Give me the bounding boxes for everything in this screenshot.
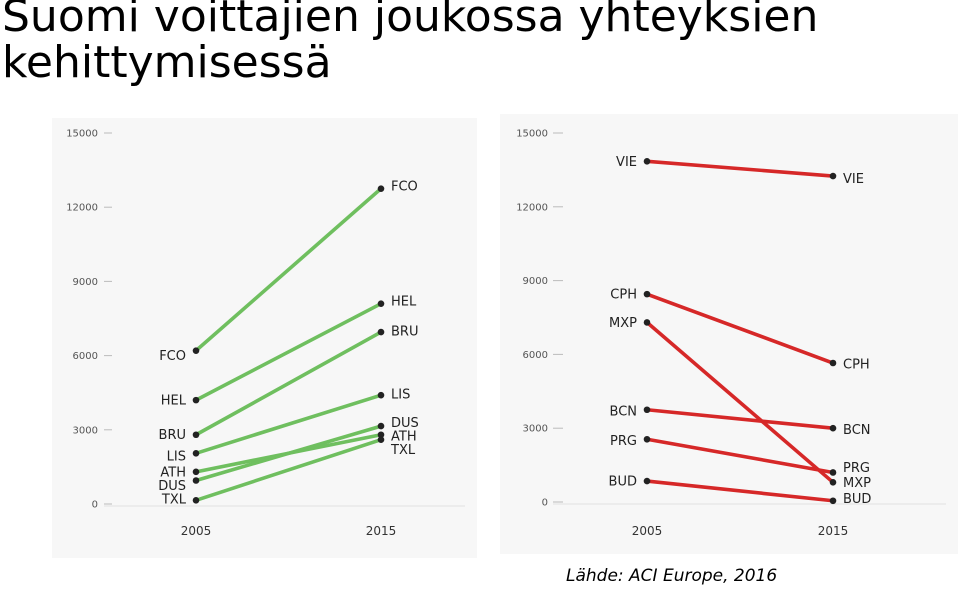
right-point-2005-prg: [643, 435, 651, 443]
left-y-tick-label: 15000: [66, 129, 98, 140]
right-y-tick-label: 3000: [523, 424, 548, 435]
left-point-2015-dus: [377, 422, 385, 430]
right-series-line-vie: [645, 159, 835, 178]
left-point-2015-fco: [377, 185, 385, 192]
left-point-2015-ath: [377, 431, 385, 439]
right-point-2015-prg: [829, 469, 837, 476]
right-point-2015-cph: [829, 359, 837, 367]
left-label-2005-ath: ATH: [160, 465, 186, 480]
left-point-2005-txl: [192, 496, 200, 504]
left-series-line-dus: [194, 424, 383, 483]
right-series-line-bud: [645, 479, 835, 503]
right-point-2015-vie: [829, 172, 837, 180]
left-point-2005-ath: [192, 468, 200, 476]
left-y-tick-label: 6000: [73, 351, 98, 362]
right-point-2005-vie: [643, 157, 651, 165]
right-y-tick-label: 0: [542, 498, 548, 509]
left-label-2015-hel: HEL: [391, 295, 417, 310]
left-plot-background: [52, 118, 477, 558]
left-label-2005-hel: HEL: [161, 394, 187, 409]
right-label-2015-bcn: BCN: [843, 423, 871, 438]
left-point-2015-hel: [377, 300, 385, 307]
right-point-2005-bud: [643, 477, 651, 485]
left-point-2005-lis: [192, 449, 200, 457]
source-note: Lähde: ACI Europe, 2016: [566, 566, 778, 586]
right-label-2015-bud: BUD: [843, 492, 871, 507]
left-x-tick-label: 2015: [366, 524, 397, 538]
right-point-2015-bud: [829, 497, 837, 505]
left-slope-chart: 0 3000 6000 9000 12000 15000 2005 2015 FCO HEL BRU…: [52, 118, 477, 558]
left-y-tick-label: 12000: [66, 203, 98, 214]
right-point-2005-cph: [643, 290, 651, 298]
right-plot-background: [500, 114, 958, 554]
left-label-2005-fco: FCO: [159, 349, 186, 364]
left-point-2005-bru: [192, 431, 200, 439]
left-label-2015-fco: FCO: [391, 180, 418, 195]
left-series-line-bru: [194, 330, 383, 437]
left-y-tick-label: 9000: [73, 277, 98, 288]
page-title: Suomi voittajien joukossa yhteyksien keh…: [2, 0, 819, 88]
left-label-2015-ath: ATH: [391, 429, 417, 444]
right-series-line-bcn: [645, 407, 835, 431]
right-series-line-mxp: [645, 320, 835, 485]
left-label-2015-txl: TXL: [390, 443, 416, 458]
left-series-line-lis: [194, 393, 383, 456]
right-label-2005-cph: CPH: [610, 288, 637, 303]
right-y-tick-label: 15000: [516, 129, 548, 140]
right-x-tick-label: 2015: [818, 524, 849, 538]
right-point-2015-mxp: [829, 479, 837, 486]
left-label-2015-bru: BRU: [391, 324, 418, 339]
right-label-2015-mxp: MXP: [843, 476, 871, 491]
left-x-tick-label: 2005: [181, 524, 212, 538]
right-label-2005-vie: VIE: [616, 155, 637, 170]
left-label-2005-txl: TXL: [161, 493, 187, 508]
right-label-2005-bcn: BCN: [610, 404, 638, 419]
right-label-2015-prg: PRG: [843, 461, 870, 476]
left-label-2015-dus: DUS: [391, 416, 419, 431]
left-point-2005-fco: [192, 347, 200, 354]
left-y-tick-label: 3000: [73, 425, 98, 436]
right-label-2005-bud: BUD: [609, 475, 637, 490]
right-label-2015-vie: VIE: [843, 172, 864, 187]
left-point-2015-txl: [377, 436, 385, 443]
left-label-2015-lis: LIS: [391, 387, 410, 402]
right-label-2005-mxp: MXP: [609, 316, 637, 331]
left-point-2015-lis: [377, 391, 385, 399]
right-series-line-cph: [645, 292, 835, 365]
left-series-line-hel: [194, 301, 383, 402]
right-point-2005-mxp: [643, 319, 651, 326]
right-slope-chart: 0 3000 6000 9000 12000 15000 2005 2015 VIE CPH MXP…: [500, 114, 958, 554]
right-point-2005-bcn: [643, 406, 651, 414]
right-y-tick-label: 6000: [523, 350, 548, 361]
right-y-tick-label: 9000: [523, 276, 548, 287]
left-point-2015-bru: [377, 328, 385, 336]
right-point-2015-bcn: [829, 424, 837, 432]
left-point-2005-dus: [192, 477, 200, 484]
right-x-tick-label: 2005: [632, 524, 663, 538]
right-label-2005-prg: PRG: [610, 434, 637, 449]
left-series-line-txl: [194, 437, 383, 503]
right-label-2015-cph: CPH: [843, 358, 870, 373]
right-y-tick-label: 12000: [516, 202, 548, 213]
left-label-2005-dus: DUS: [158, 479, 186, 494]
left-label-2005-lis: LIS: [167, 449, 186, 464]
left-series-line-fco: [194, 186, 383, 353]
right-series-line-prg: [645, 437, 835, 475]
left-point-2005-hel: [192, 396, 200, 404]
left-y-tick-label: 0: [92, 500, 98, 511]
left-label-2005-bru: BRU: [159, 428, 186, 443]
